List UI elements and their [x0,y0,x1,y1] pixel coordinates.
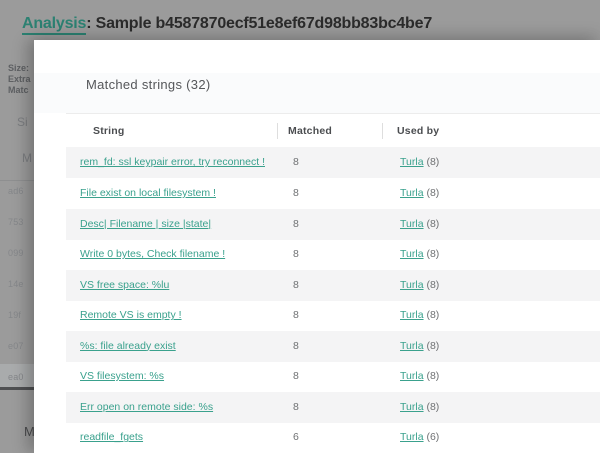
used-by-count: (8) [423,400,440,413]
used-by-cell: Turla (8) [400,178,439,209]
used-by-link[interactable]: Turla [400,186,424,199]
matched-string-link[interactable]: Desc| Filename | size |state| [80,217,212,230]
used-by-cell: Turla (6) [400,422,439,453]
matched-count: 8 [293,309,299,322]
matched-count: 8 [293,186,299,199]
table-row: rem_fd: ssl keypair error, try reconnect… [66,147,600,179]
hash-fragment: 19f [8,310,22,320]
page-title: Analysis: Sample b4587870ecf51e8ef67d98b… [22,15,433,35]
meta-label-extracted: Extra [8,74,31,84]
matched-string-link[interactable]: Err open on remote side: %s [80,400,214,413]
matched-string-link[interactable]: VS free space: %lu [80,278,170,291]
matched-string-link[interactable]: readfile_fgets [80,431,144,444]
used-by-cell: Turla (8) [400,300,439,331]
used-by-link[interactable]: Turla [400,309,424,322]
matched-string-link[interactable]: %s: file already exist [80,339,176,352]
table-row: Write 0 bytes, Check filename ! 8 Turla (8… [66,239,600,270]
used-by-cell: Turla (8) [400,361,439,392]
matched-count: 8 [293,156,299,169]
column-header-matched: Matched [288,125,332,137]
matched-string-link[interactable]: VS filesystem: %s [80,370,165,383]
used-by-link[interactable]: Turla [400,370,424,383]
table-row: VS filesystem: %s 8 Turla (8) [66,361,600,392]
used-by-count: (8) [423,186,440,199]
table-row: Remote VS is empty ! 8 Turla (8) [66,300,600,331]
used-by-cell: Turla (8) [400,209,439,240]
hash-fragment: ad6 [8,186,24,196]
used-by-cell: Turla (8) [400,392,439,423]
meta-label-matched: Matc [8,85,29,95]
table-row: readfile_fgets 6 Turla (6) [66,422,600,453]
selected-hash-row-highlight [0,364,34,387]
backdrop-divider [0,180,34,181]
matched-count: 8 [293,278,299,291]
matched-strings-modal: Matched strings (32) String Matched Used… [34,40,600,453]
used-by-link[interactable]: Turla [400,431,424,444]
analysis-link: Analysis [22,15,86,35]
column-header-used-by: Used by [397,125,440,137]
hash-fragment: 14e [8,279,24,289]
matched-string-link[interactable]: Remote VS is empty ! [80,309,182,322]
used-by-count: (8) [423,370,440,383]
matched-string-link[interactable]: rem_fd: ssl keypair error, try reconnect… [80,156,265,169]
used-by-count: (8) [423,339,440,352]
matched-count: 8 [293,248,299,261]
page-title-sample: : Sample b4587870ecf51e8ef67d98bb83bc4be… [86,15,433,32]
used-by-count: (8) [423,309,440,322]
modal-header-band [34,73,600,113]
used-by-count: (8) [423,156,440,169]
used-by-link[interactable]: Turla [400,400,424,413]
matched-count: 6 [293,431,299,444]
used-by-link[interactable]: Turla [400,217,424,230]
hash-fragment: e07 [8,341,24,351]
table-header: String Matched Used by [66,113,600,147]
meta-label-size: Size: [8,63,30,73]
column-separator [277,123,278,139]
bottom-heading-fragment: M [24,424,35,439]
matched-count: 8 [293,400,299,413]
used-by-link[interactable]: Turla [400,339,424,352]
used-by-cell: Turla (8) [400,331,439,362]
used-by-count: (8) [423,217,440,230]
matched-count: 8 [293,217,299,230]
used-by-link[interactable]: Turla [400,248,424,261]
table-row: %s: file already exist 8 Turla (8) [66,330,600,362]
matched-count: 8 [293,339,299,352]
used-by-cell: Turla (8) [400,239,439,270]
hash-fragment: 753 [8,217,24,227]
table-row: VS free space: %lu 8 Turla (8) [66,269,600,301]
used-by-count: (8) [423,278,440,291]
used-by-link[interactable]: Turla [400,156,424,169]
column-separator [382,123,383,139]
section-heading-fragment: Si [17,115,28,129]
table-row: Err open on remote side: %s 8 Turla (8) [66,391,600,423]
used-by-cell: Turla (8) [400,270,439,301]
matched-string-link[interactable]: File exist on local filesystem ! [80,186,216,199]
hash-fragment: ea0 [8,372,24,382]
column-header-string: String [93,125,125,137]
table-row: Desc| Filename | size |state| 8 Turla (8) [66,208,600,240]
hash-fragment: 099 [8,248,24,258]
used-by-count: (8) [423,248,440,261]
matched-string-link[interactable]: Write 0 bytes, Check filename ! [80,248,226,261]
column-heading-fragment: M [22,151,32,165]
modal-title: Matched strings (32) [86,77,211,92]
selected-hash-row-underline [0,387,34,390]
used-by-cell: Turla (8) [400,147,439,178]
matched-count: 8 [293,370,299,383]
used-by-link[interactable]: Turla [400,278,424,291]
table-row: File exist on local filesystem ! 8 Turla (… [66,178,600,209]
used-by-count: (6) [423,431,440,444]
